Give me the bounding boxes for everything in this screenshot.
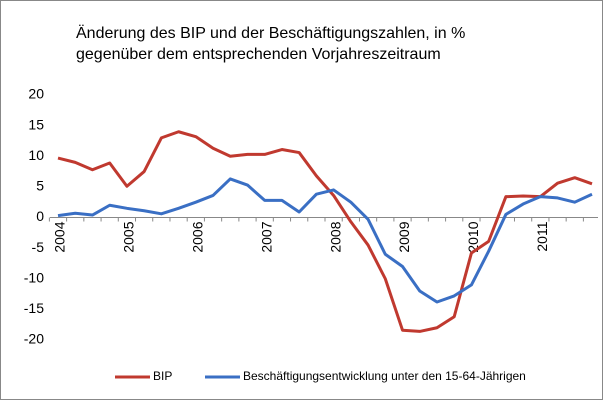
y-tick-label: -5 xyxy=(32,239,45,255)
x-tick-label: 2004 xyxy=(52,221,68,252)
y-tick-label: 0 xyxy=(36,208,44,224)
x-tick-label: 2006 xyxy=(190,221,206,252)
y-tick-label: -10 xyxy=(24,269,44,285)
x-tick-label: 2007 xyxy=(258,221,274,252)
legend-text: Beschäftigungsentwicklung unter den 15-6… xyxy=(243,369,526,383)
chart-title: gegenüber dem entsprechenden Vorjahresze… xyxy=(76,46,441,63)
y-tick-label: -15 xyxy=(24,300,44,316)
chart-title: Änderung des BIP und der Beschäftigungsz… xyxy=(76,24,465,42)
y-tick-label: 5 xyxy=(36,178,44,194)
x-tick-label: 2009 xyxy=(396,221,412,252)
x-tick-label: 2005 xyxy=(121,221,137,252)
data-line xyxy=(57,130,593,333)
x-tick-label: 2011 xyxy=(534,221,550,251)
y-tick-label: 15 xyxy=(28,116,44,132)
data-line xyxy=(57,177,593,304)
y-tick-label: -20 xyxy=(24,331,44,347)
y-tick-label: 20 xyxy=(28,86,44,102)
x-tick-label: 2010 xyxy=(465,221,481,252)
y-tick-label: 10 xyxy=(28,147,44,163)
x-tick-label: 2008 xyxy=(327,221,343,252)
legend-text: BIP xyxy=(153,369,172,383)
